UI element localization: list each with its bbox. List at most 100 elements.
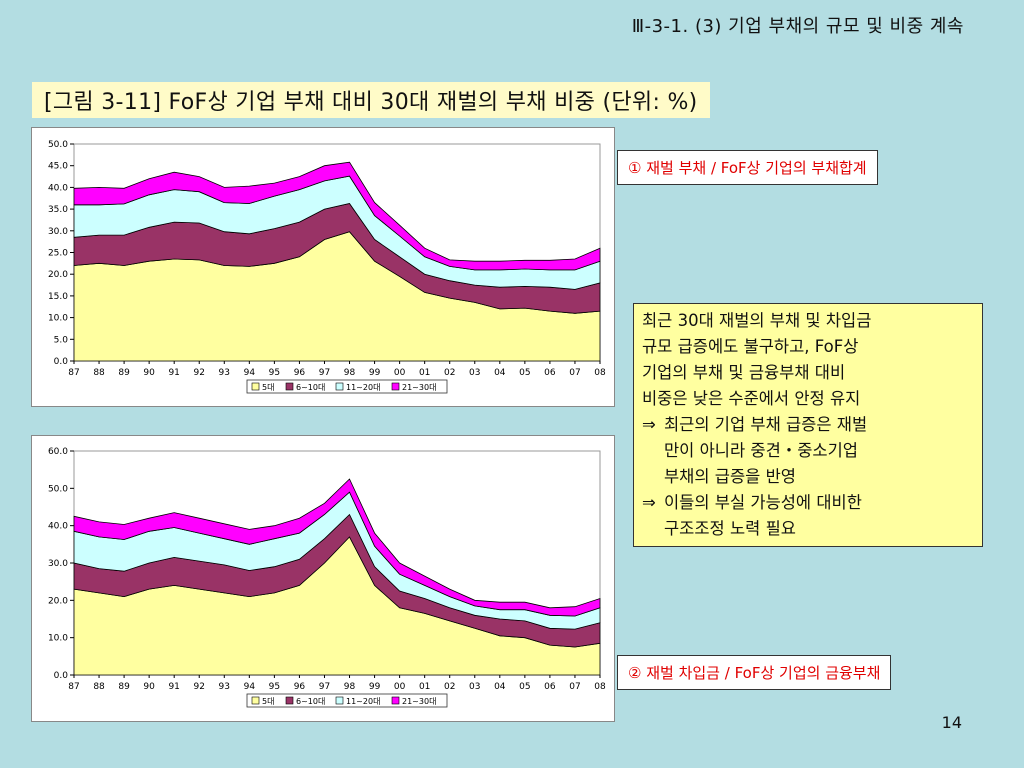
y-tick-label: 40.0 xyxy=(48,522,68,532)
legend-swatch xyxy=(285,382,294,391)
note-borrowing-ratio: ② 재벌 차입금 / FoF상 기업의 금융부채 xyxy=(617,655,892,690)
legend-swatch xyxy=(251,382,260,391)
x-tick-label: 00 xyxy=(394,368,406,378)
x-tick-label: 99 xyxy=(369,682,381,692)
legend-label: 21~30대 xyxy=(402,383,436,392)
x-tick-label: 05 xyxy=(519,368,530,378)
x-tick-label: 00 xyxy=(394,682,406,692)
x-tick-label: 92 xyxy=(194,368,205,378)
x-tick-label: 97 xyxy=(319,682,330,692)
y-tick-label: 45.0 xyxy=(48,162,68,172)
x-tick-label: 01 xyxy=(419,368,430,378)
y-tick-label: 30.0 xyxy=(48,227,68,237)
legend-swatch xyxy=(251,696,260,705)
x-tick-label: 02 xyxy=(444,682,455,692)
figure-title: [그림 3-11] FoF상 기업 부채 대비 30대 재벌의 부채 비중 (단… xyxy=(32,82,710,118)
y-tick-label: 25.0 xyxy=(48,249,68,259)
y-tick-label: 60.0 xyxy=(48,447,68,457)
y-tick-label: 15.0 xyxy=(48,292,68,302)
x-tick-label: 93 xyxy=(219,368,230,378)
slide-header: Ⅲ-3-1. (3) 기업 부채의 규모 및 비중 계속 xyxy=(631,16,964,37)
y-tick-label: 10.0 xyxy=(48,314,68,324)
y-tick-label: 35.0 xyxy=(48,205,68,215)
summary-box: 최근 30대 재벌의 부채 및 차입금 규모 급증에도 불구하고, FoF상 기… xyxy=(633,303,983,547)
summary-bullet: ⇒ 이들의 부실 가능성에 대비한 구조조정 노력 필요 xyxy=(642,490,974,542)
x-tick-label: 95 xyxy=(269,682,280,692)
x-tick-label: 06 xyxy=(544,682,556,692)
summary-bullet-line: 만이 아니라 중견・중소기업 xyxy=(664,441,858,460)
implies-arrow-icon: ⇒ xyxy=(642,415,656,434)
x-tick-label: 99 xyxy=(369,368,381,378)
area-series-4 xyxy=(73,478,601,617)
area-series-4 xyxy=(73,161,601,271)
summary-bullet: ⇒ 최근의 기업 부채 급증은 재벌 만이 아니라 중견・중소기업 부채의 급증… xyxy=(642,412,974,490)
y-tick-label: 50.0 xyxy=(48,140,68,150)
x-tick-label: 04 xyxy=(494,682,506,692)
y-tick-label: 5.0 xyxy=(54,335,69,345)
x-tick-label: 91 xyxy=(168,682,179,692)
page-number: 14 xyxy=(941,713,962,732)
legend-label: 5대 xyxy=(262,697,274,706)
x-tick-label: 87 xyxy=(68,682,79,692)
x-tick-label: 04 xyxy=(494,368,506,378)
summary-line: 비중은 낮은 수준에서 안정 유지 xyxy=(642,389,861,408)
y-tick-label: 50.0 xyxy=(48,484,68,494)
x-tick-label: 07 xyxy=(569,682,580,692)
summary-bullet-line: 부채의 급증을 반영 xyxy=(664,467,796,486)
legend-swatch xyxy=(391,696,400,705)
implies-arrow-icon: ⇒ xyxy=(642,493,656,512)
chart-2-frame: 0.0 10.0 20.0 30.0 40.0 50.0 60.0 87 88 89 90 91 92 9… xyxy=(31,435,615,722)
summary-line: 규모 급증에도 불구하고, FoF상 xyxy=(642,337,859,356)
legend-label: 6~10대 xyxy=(296,383,325,392)
legend-label: 5대 xyxy=(262,383,274,392)
legend-label: 21~30대 xyxy=(402,697,436,706)
y-tick-label: 40.0 xyxy=(48,183,68,193)
x-tick-label: 88 xyxy=(93,682,105,692)
x-tick-label: 05 xyxy=(519,682,530,692)
legend-label: 6~10대 xyxy=(296,697,325,706)
summary-line: 최근 30대 재벌의 부채 및 차입금 xyxy=(642,311,872,330)
note-debt-ratio: ① 재벌 부채 / FoF상 기업의 부채합계 xyxy=(617,150,878,185)
y-tick-label: 30.0 xyxy=(48,559,68,569)
y-tick-label: 0.0 xyxy=(54,671,69,681)
legend-swatch xyxy=(335,382,344,391)
chart-1-frame: 0.0 5.0 10.0 15.0 20.0 25.0 30.0 35.0 40.0 45.0 50… xyxy=(31,127,615,407)
chart-1: 0.0 5.0 10.0 15.0 20.0 25.0 30.0 35.0 40.0 45.0 50… xyxy=(48,140,606,394)
x-tick-label: 93 xyxy=(219,682,230,692)
x-tick-label: 94 xyxy=(244,682,256,692)
x-tick-label: 96 xyxy=(294,682,306,692)
x-tick-label: 89 xyxy=(118,682,130,692)
x-tick-label: 07 xyxy=(569,368,580,378)
x-tick-label: 08 xyxy=(594,682,606,692)
x-tick-label: 98 xyxy=(344,368,356,378)
y-tick-label: 10.0 xyxy=(48,634,68,644)
x-tick-label: 90 xyxy=(143,368,155,378)
y-tick-label: 20.0 xyxy=(48,596,68,606)
chart-2: 0.0 10.0 20.0 30.0 40.0 50.0 60.0 87 88 89 90 91 92 9… xyxy=(48,447,606,708)
y-tick-label: 20.0 xyxy=(48,270,68,280)
x-tick-label: 03 xyxy=(469,368,480,378)
x-tick-label: 98 xyxy=(344,682,356,692)
x-tick-label: 97 xyxy=(319,368,330,378)
summary-bullet-line: 이들의 부실 가능성에 대비한 xyxy=(664,493,862,512)
summary-bullet-line: 구조조정 노력 필요 xyxy=(664,519,796,538)
summary-line: 기업의 부채 및 금융부채 대비 xyxy=(642,363,846,382)
x-tick-label: 06 xyxy=(544,368,556,378)
x-tick-label: 92 xyxy=(194,682,205,692)
legend-label: 11~20대 xyxy=(346,697,380,706)
x-tick-label: 88 xyxy=(93,368,105,378)
x-tick-label: 96 xyxy=(294,368,306,378)
legend-swatch xyxy=(285,696,294,705)
y-tick-label: 0.0 xyxy=(54,357,69,367)
x-tick-label: 95 xyxy=(269,368,280,378)
summary-bullet-line: 최근의 기업 부채 급증은 재벌 xyxy=(664,415,868,434)
x-tick-label: 08 xyxy=(594,368,606,378)
x-tick-label: 89 xyxy=(118,368,130,378)
legend-swatch xyxy=(335,696,344,705)
legend-swatch xyxy=(391,382,400,391)
x-tick-label: 01 xyxy=(419,682,430,692)
x-tick-label: 87 xyxy=(68,368,79,378)
x-tick-label: 03 xyxy=(469,682,480,692)
x-tick-label: 02 xyxy=(444,368,455,378)
x-tick-label: 91 xyxy=(168,368,179,378)
